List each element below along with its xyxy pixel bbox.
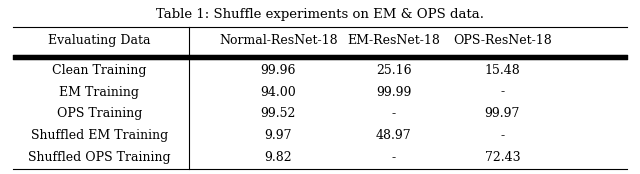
Text: 99.52: 99.52 [260,108,296,120]
Text: EM-ResNet-18: EM-ResNet-18 [347,34,440,47]
Text: 94.00: 94.00 [260,86,296,98]
Text: 9.82: 9.82 [264,151,292,164]
Text: OPS-ResNet-18: OPS-ResNet-18 [453,34,552,47]
Text: 48.97: 48.97 [376,129,412,142]
Text: 99.97: 99.97 [484,108,520,120]
Text: 25.16: 25.16 [376,64,412,77]
Text: 15.48: 15.48 [484,64,520,77]
Text: 99.96: 99.96 [260,64,296,77]
Text: Evaluating Data: Evaluating Data [48,34,150,47]
Text: Shuffled OPS Training: Shuffled OPS Training [28,151,170,164]
Text: Table 1: Shuffle experiments on EM & OPS data.: Table 1: Shuffle experiments on EM & OPS… [156,8,484,21]
Text: -: - [500,86,504,98]
Text: Normal-ResNet-18: Normal-ResNet-18 [219,34,338,47]
Text: -: - [500,129,504,142]
Text: -: - [392,151,396,164]
Text: Shuffled EM Training: Shuffled EM Training [31,129,168,142]
Text: 99.99: 99.99 [376,86,412,98]
Text: 9.97: 9.97 [265,129,292,142]
Text: EM Training: EM Training [60,86,140,98]
Text: Clean Training: Clean Training [52,64,147,77]
Text: -: - [392,108,396,120]
Text: 72.43: 72.43 [484,151,520,164]
Text: OPS Training: OPS Training [56,108,142,120]
